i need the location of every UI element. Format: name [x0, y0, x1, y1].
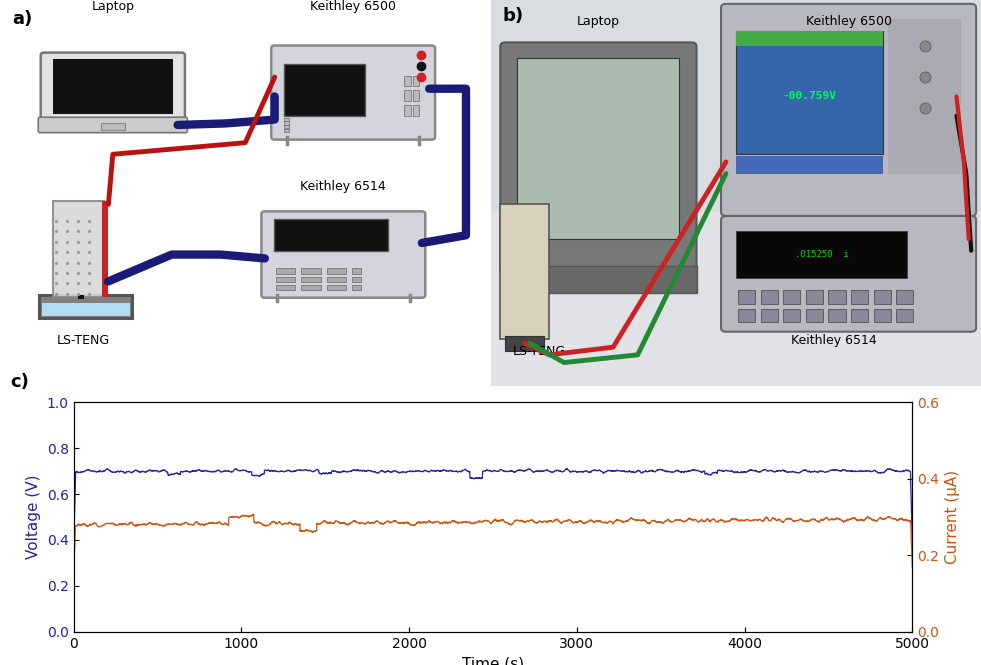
Bar: [274, 219, 388, 251]
Bar: [897, 290, 913, 303]
Bar: [276, 285, 295, 291]
Bar: [284, 65, 365, 116]
Text: -00.759V: -00.759V: [782, 91, 837, 102]
Bar: [276, 269, 295, 274]
Bar: [874, 309, 891, 322]
Bar: [404, 90, 411, 101]
Text: Laptop: Laptop: [91, 1, 134, 13]
Text: Keithley 6500: Keithley 6500: [310, 1, 396, 13]
Bar: [284, 122, 289, 124]
FancyBboxPatch shape: [721, 4, 976, 216]
Bar: [897, 309, 913, 322]
Text: Keithley 6514: Keithley 6514: [300, 180, 387, 193]
Bar: [874, 290, 891, 303]
Bar: [284, 118, 289, 121]
Bar: [784, 309, 800, 322]
Y-axis label: Voltage (V): Voltage (V): [26, 475, 41, 559]
Bar: [327, 277, 346, 283]
Bar: [518, 58, 679, 239]
FancyBboxPatch shape: [38, 117, 187, 133]
Bar: [327, 269, 346, 274]
Bar: [500, 204, 549, 339]
Bar: [413, 90, 419, 101]
Bar: [413, 105, 419, 116]
Bar: [301, 285, 321, 291]
Bar: [78, 295, 84, 299]
Bar: [829, 309, 846, 322]
Bar: [301, 269, 321, 274]
Text: LS-TENG: LS-TENG: [513, 345, 566, 358]
Bar: [53, 201, 105, 297]
Bar: [39, 295, 132, 318]
Text: c): c): [11, 373, 29, 391]
Bar: [352, 285, 361, 291]
Text: LS-TENG: LS-TENG: [57, 334, 110, 346]
X-axis label: Time (s): Time (s): [462, 656, 524, 665]
Text: a): a): [13, 9, 32, 28]
Text: b): b): [503, 7, 524, 25]
Bar: [413, 76, 419, 86]
Bar: [101, 124, 126, 130]
Bar: [352, 269, 361, 274]
Bar: [505, 336, 544, 351]
FancyBboxPatch shape: [721, 216, 976, 332]
Bar: [41, 303, 129, 317]
Text: Keithley 6514: Keithley 6514: [791, 334, 877, 346]
FancyBboxPatch shape: [500, 43, 697, 274]
Bar: [276, 277, 295, 283]
FancyBboxPatch shape: [40, 53, 184, 124]
Bar: [736, 156, 883, 174]
Bar: [888, 19, 961, 174]
Bar: [806, 309, 823, 322]
Bar: [852, 290, 868, 303]
Bar: [736, 31, 883, 154]
Bar: [761, 290, 778, 303]
Bar: [806, 290, 823, 303]
FancyBboxPatch shape: [262, 211, 426, 298]
Text: Keithley 6500: Keithley 6500: [805, 15, 892, 29]
Bar: [784, 290, 800, 303]
Y-axis label: Current (μA): Current (μA): [945, 470, 959, 564]
Bar: [736, 31, 883, 47]
Bar: [352, 277, 361, 283]
Bar: [404, 76, 411, 86]
Text: Laptop: Laptop: [577, 15, 620, 29]
Bar: [404, 105, 411, 116]
Bar: [284, 126, 289, 128]
Bar: [301, 277, 321, 283]
Bar: [490, 212, 981, 386]
Bar: [736, 231, 907, 278]
Bar: [739, 309, 755, 322]
Bar: [739, 290, 755, 303]
FancyBboxPatch shape: [271, 45, 436, 140]
Bar: [102, 201, 109, 297]
Bar: [284, 129, 289, 132]
Bar: [505, 266, 697, 293]
Bar: [829, 290, 846, 303]
Bar: [490, 0, 981, 212]
Bar: [53, 59, 173, 114]
Bar: [852, 309, 868, 322]
Bar: [327, 285, 346, 291]
Text: .015250  i: .015250 i: [795, 250, 849, 259]
Bar: [761, 309, 778, 322]
